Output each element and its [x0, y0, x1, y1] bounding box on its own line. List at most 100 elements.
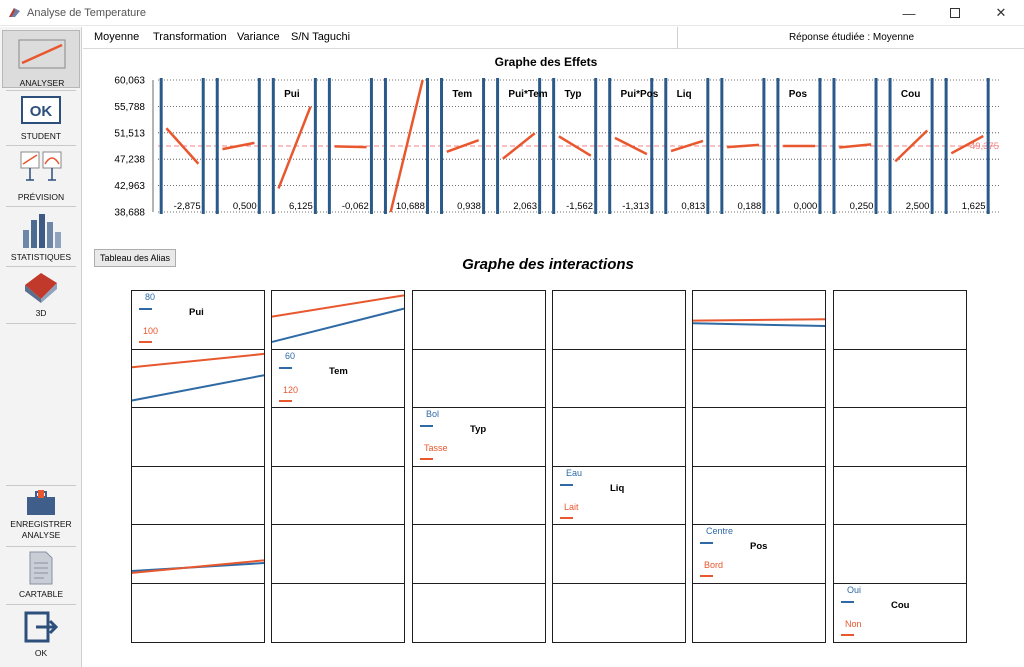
effects-y-tick-label: 42,963	[114, 181, 145, 192]
cube-3d-icon	[25, 273, 57, 303]
effects-factor-name: Cou	[901, 89, 920, 100]
sidebar-item-3d[interactable]: 3D	[2, 269, 80, 321]
interaction-cell	[833, 583, 967, 643]
interaction-cell	[412, 524, 546, 584]
level1-legend-line	[139, 308, 152, 310]
effect-value-label: 6,125	[289, 201, 313, 212]
interaction-cell	[552, 290, 686, 350]
close-icon: ✕	[995, 5, 1007, 20]
level1-label: 80	[145, 292, 156, 302]
effects-level-bar	[538, 78, 542, 214]
effects-segment	[614, 136, 648, 156]
effects-segment	[446, 139, 480, 153]
interaction-factor-name: Pui	[189, 307, 204, 318]
sidebar-item-statistiques[interactable]: STATISTIQUES	[2, 209, 80, 264]
title-bar: Analyse de Temperature — ✕	[0, 0, 1024, 26]
effects-mean-label: 49,375	[970, 141, 999, 152]
interaction-cell	[412, 348, 546, 409]
interaction-cell	[692, 348, 826, 409]
sidebar-label: ANALYSER	[19, 78, 65, 88]
interaction-cell	[692, 583, 826, 643]
sidebar-label-2: ANALYSE	[21, 530, 61, 540]
menu-variance[interactable]: Variance	[237, 31, 280, 43]
level2-label: Tasse	[424, 443, 448, 454]
effects-segment	[950, 134, 984, 155]
effects-y-tick-label: 60,063	[114, 76, 145, 87]
effects-level-bar	[944, 78, 948, 214]
interaction-cell	[271, 290, 405, 350]
level2-legend-line	[841, 634, 854, 636]
effects-level-bar	[650, 78, 654, 214]
effects-level-bar	[496, 78, 500, 214]
sidebar-item-analyser[interactable]: ANALYSER	[2, 30, 80, 88]
interaction-cell	[833, 348, 967, 409]
effect-value-label: 1,625	[962, 201, 986, 212]
level1-label: Centre	[706, 526, 734, 537]
interaction-cell	[412, 290, 546, 350]
effects-segment	[502, 132, 536, 160]
effect-value-label: 10,688	[396, 201, 425, 212]
effects-level-bar	[271, 78, 275, 214]
level2-legend-line	[139, 341, 152, 343]
effects-level-bar	[425, 78, 429, 214]
effects-factor-name: Pui*Tem	[508, 89, 547, 100]
effect-value-label: 2,500	[906, 201, 930, 212]
interaction-cell	[131, 348, 265, 409]
interaction-cell	[271, 524, 405, 584]
effects-factor-name: Tem	[452, 89, 472, 100]
minimize-button[interactable]: —	[886, 0, 932, 26]
level2-label: Bord	[704, 560, 724, 571]
interactions-title: Graphe des interactions	[462, 256, 634, 273]
effect-value-label: 0,188	[737, 201, 761, 212]
sidebar-item-ok[interactable]: OK	[2, 607, 80, 663]
menu-moyenne[interactable]: Moyenne	[94, 31, 140, 43]
effects-factor-name: Liq	[677, 89, 692, 100]
effects-level-bar	[832, 78, 836, 214]
menu-transformation[interactable]: Transformation	[153, 31, 227, 43]
interaction-cell	[131, 465, 265, 526]
maximize-icon	[950, 8, 960, 18]
interaction-cell	[131, 407, 265, 467]
level1-label: Bol	[426, 409, 440, 420]
sidebar-item-prevision[interactable]: PRÉVISION	[2, 148, 80, 204]
app-icon	[9, 8, 20, 17]
close-button[interactable]: ✕	[978, 0, 1024, 26]
effects-segment	[726, 143, 760, 149]
effects-level-bar	[327, 78, 331, 214]
level1-label: Eau	[566, 467, 583, 478]
effects-level-bar	[552, 78, 556, 214]
interaction-cell	[552, 407, 686, 467]
menu-sn-taguchi[interactable]: S/N Taguchi	[291, 31, 351, 43]
maximize-button[interactable]	[932, 0, 978, 26]
sidebar-item-student[interactable]: OK STUDENT	[2, 93, 80, 143]
effects-segment	[277, 106, 312, 189]
level1-legend-line	[700, 542, 713, 545]
sidebar-item-cartable[interactable]: CARTABLE	[2, 549, 80, 602]
effects-level-bar	[383, 78, 387, 214]
effects-chart: 60,063 55,788 51,513 47,238 42,963 38,688 49,3…	[114, 76, 999, 219]
effects-factor-name: Pos	[789, 89, 808, 100]
effect-value-label: 0,813	[681, 201, 705, 212]
effects-segment	[334, 145, 367, 149]
level1-legend-line	[841, 601, 854, 603]
sidebar-label: ENREGISTRER	[10, 519, 72, 529]
interaction-cell	[552, 583, 686, 643]
effects-segment	[894, 129, 929, 163]
sidebar-item-enregistrer[interactable]: ENREGISTRER ANALYSE	[2, 488, 80, 544]
interaction-cell	[833, 465, 967, 526]
effects-level-bar	[369, 78, 373, 214]
effect-value-label: -2,875	[174, 201, 201, 212]
interaction-cell	[412, 583, 546, 643]
effects-segment	[839, 143, 872, 149]
interaction-cell	[833, 290, 967, 350]
interaction-cell	[692, 290, 826, 350]
sidebar-label: OK	[34, 648, 48, 658]
level2-label: Lait	[564, 501, 579, 512]
effects-level-bar	[440, 78, 444, 214]
alias-table-button[interactable]: Tableau des Alias	[94, 249, 176, 267]
effects-level-bar	[608, 78, 612, 214]
window-title: Analyse de Temperature	[27, 7, 147, 19]
effects-y-tick-label: 47,238	[114, 155, 145, 166]
effects-level-bar	[201, 78, 205, 214]
effects-factor-name: Pui*Pos	[621, 89, 659, 100]
